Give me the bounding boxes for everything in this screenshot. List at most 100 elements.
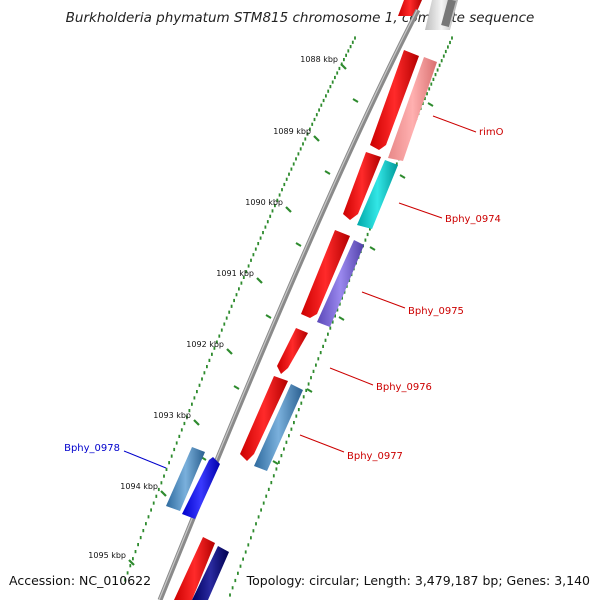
gene-label[interactable]: Bphy_0977	[347, 451, 403, 462]
guide-dot	[290, 167, 293, 171]
guide-dot	[281, 188, 283, 192]
guide-dot	[322, 98, 325, 103]
guide-dot	[331, 80, 334, 84]
scale-tick-mark	[256, 277, 263, 284]
scale-minor-tick	[369, 246, 376, 251]
guide-dot	[285, 440, 288, 444]
guide-dot	[262, 231, 264, 235]
guide-dot	[366, 232, 369, 237]
guide-dot	[274, 204, 276, 208]
accession-text: Accession: NC_010622	[9, 573, 152, 588]
guide-dot	[327, 89, 330, 93]
guide-dot	[283, 182, 286, 187]
scale-tick-label: 1088 kbp	[300, 55, 338, 64]
gene-bphy-0974[interactable]	[357, 160, 398, 229]
guide-dot	[322, 344, 324, 348]
guide-dot	[438, 63, 441, 67]
guide-dot	[449, 40, 451, 45]
guide-dot	[191, 402, 193, 406]
top-partial-features	[398, 0, 458, 30]
gene-label[interactable]: Bphy_0974	[445, 214, 501, 225]
guide-dot	[150, 508, 152, 512]
gene-bphy-0977-forward[interactable]	[240, 376, 288, 461]
gene-rimo[interactable]	[388, 57, 437, 161]
scale-tick-mark	[226, 348, 233, 355]
scale-tick-mark	[160, 490, 167, 497]
guide-dot	[349, 45, 352, 49]
guide-dot	[183, 421, 186, 426]
gene-bottom-navy[interactable]	[192, 546, 229, 600]
guide-dot	[354, 36, 356, 40]
guide-dot	[295, 414, 298, 418]
guide-dot	[434, 73, 437, 77]
guide-dot	[306, 132, 309, 136]
guide-dot	[369, 227, 371, 231]
gene-bphy-0978-neighbor[interactable]	[182, 457, 220, 519]
gene-bphy-0975[interactable]	[317, 240, 364, 327]
gene-callout-line	[361, 291, 406, 309]
guide-dot	[447, 45, 449, 49]
guide-dot	[155, 494, 158, 498]
guide-dot	[288, 434, 290, 438]
guide-dot	[234, 578, 237, 583]
guide-dot	[331, 320, 334, 324]
guide-dot	[216, 340, 218, 344]
guide-dot	[134, 550, 137, 554]
guide-dot	[235, 293, 238, 297]
gene-rimo-forward[interactable]	[370, 50, 419, 150]
guide-dot	[280, 454, 283, 458]
guide-dot	[160, 481, 163, 485]
guide-dot	[147, 515, 150, 519]
guide-dot	[168, 461, 170, 465]
guide-dot	[223, 322, 226, 326]
gene-bphy-0977[interactable]	[254, 384, 303, 471]
gene-callout-line	[398, 202, 443, 219]
guide-dot	[345, 53, 347, 57]
scale-tick-label: 1095 kbp	[88, 551, 126, 560]
guide-dot	[442, 54, 445, 58]
gene-callout-line	[329, 367, 374, 386]
guide-dot	[178, 434, 181, 438]
guide-dot	[157, 487, 160, 492]
gene-label[interactable]: Bphy_0978	[64, 443, 120, 454]
guide-dot	[129, 564, 132, 568]
guide-dot	[336, 308, 339, 312]
guide-dot	[198, 383, 201, 387]
gene-bphy-0975-forward[interactable]	[301, 230, 350, 318]
guide-dot	[292, 162, 295, 166]
guide-dot	[432, 77, 435, 81]
guide-dot	[329, 85, 332, 89]
guide-dot	[395, 162, 398, 166]
guide-dot	[269, 214, 272, 218]
guide-dot	[334, 314, 336, 318]
guide-dot	[152, 501, 155, 505]
gene-bphy-0974-forward[interactable]	[343, 152, 381, 220]
guide-dot	[317, 357, 320, 361]
guide-dot	[300, 401, 303, 405]
guide-dot	[351, 40, 354, 44]
guide-dot	[320, 103, 323, 107]
guide-dot	[165, 467, 168, 471]
guide-dot	[297, 408, 300, 412]
guide-dot	[318, 108, 320, 112]
gene-bphy-0976-forward[interactable]	[277, 328, 308, 374]
guide-dot	[266, 220, 269, 224]
guide-dot	[262, 501, 265, 505]
gene-bottom-red[interactable]	[174, 537, 215, 600]
gene-partial-top-darkgrey[interactable]	[441, 0, 456, 28]
gene-label[interactable]: Bphy_0976	[376, 382, 432, 393]
guide-dot	[440, 59, 443, 63]
guide-dot	[211, 352, 213, 356]
scale-tick-label: 1089 kbp	[273, 127, 311, 136]
guide-dot	[297, 152, 300, 156]
guide-dot	[237, 571, 239, 575]
guide-dot	[240, 281, 243, 285]
gene-label[interactable]: Bphy_0975	[408, 306, 464, 317]
gene-bphy-0978[interactable]	[166, 447, 205, 511]
gene-callout-line	[123, 450, 167, 469]
gene-label[interactable]: rimO	[479, 127, 504, 138]
guide-dot	[325, 94, 327, 98]
guide-dot	[250, 258, 252, 262]
scale-minor-tick	[427, 102, 434, 107]
guide-dot	[126, 571, 129, 575]
